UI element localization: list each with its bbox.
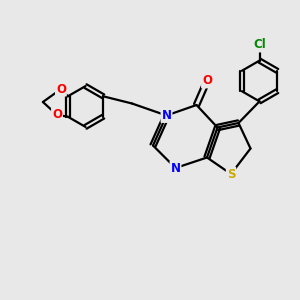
Text: Cl: Cl [253,38,266,52]
Text: O: O [202,74,212,88]
Text: O: O [52,108,62,122]
Text: N: N [170,161,181,175]
Text: S: S [227,167,235,181]
Text: O: O [56,82,66,96]
Text: N: N [161,109,172,122]
